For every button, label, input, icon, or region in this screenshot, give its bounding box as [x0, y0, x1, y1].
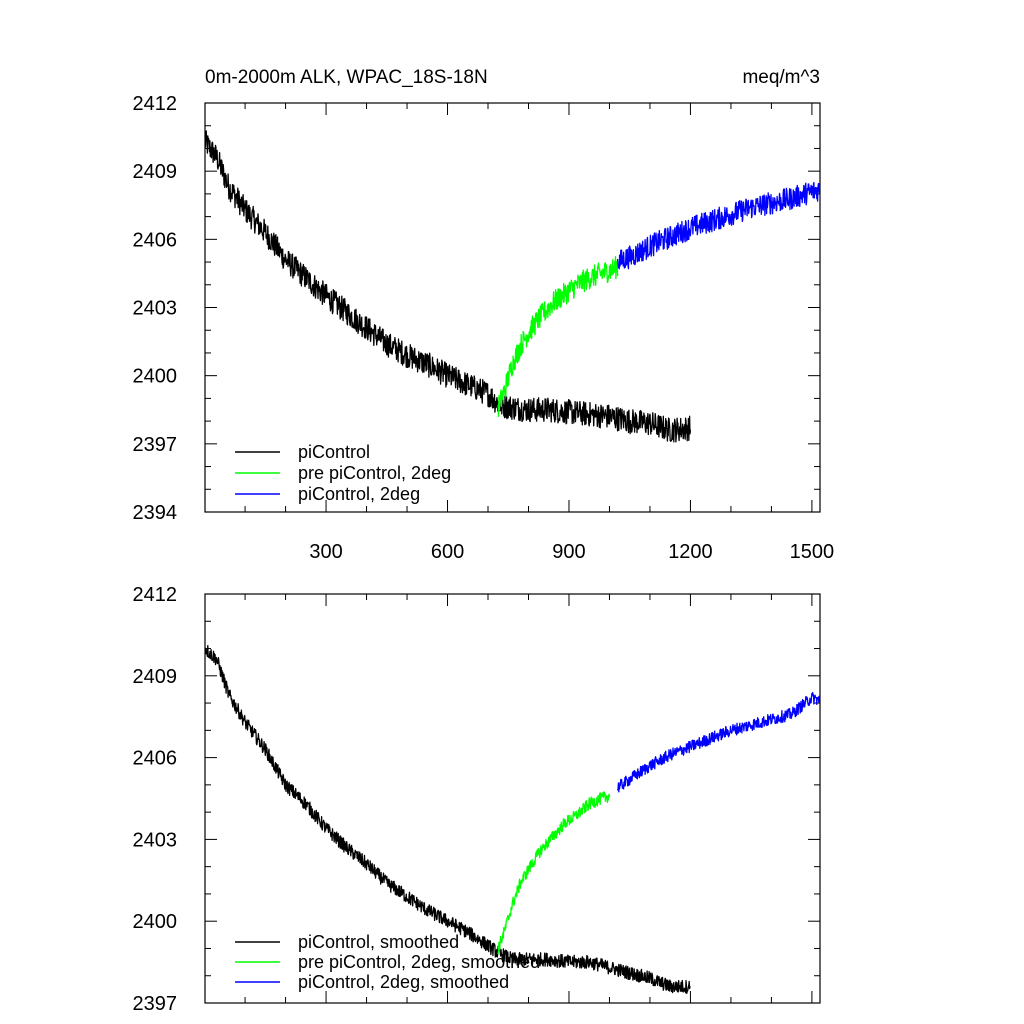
- plot-frame: [204, 593, 821, 1004]
- legend-label: piControl: [298, 442, 370, 462]
- y-tick-label: 2394: [133, 502, 178, 524]
- x-tick-label: 1500: [790, 541, 835, 563]
- x-tick-label: 600: [431, 541, 464, 563]
- y-tick-label: 2412: [133, 93, 178, 115]
- series-line-3: [616, 691, 820, 793]
- series-line-2: [497, 791, 611, 954]
- series-group: [205, 130, 820, 443]
- chart-panel-2: 2412 2409 2406 2403 2400 2397 piControl, smoot…: [133, 584, 821, 1015]
- y-tick-label: 2406: [133, 748, 178, 770]
- series-line-1: [205, 645, 691, 995]
- y-tick-label: 2412: [133, 584, 178, 606]
- legend-label: piControl, 2deg: [298, 484, 420, 504]
- x-tick-label: 300: [309, 541, 342, 563]
- series-group: [205, 645, 820, 995]
- legend-label: piControl, smoothed: [298, 932, 459, 952]
- y-tick-label: 2400: [133, 911, 178, 933]
- series-line-3: [616, 181, 820, 270]
- x-tick-label: 1200: [668, 541, 713, 563]
- y-tick-label: 2397: [133, 434, 178, 456]
- series-line-1: [205, 130, 692, 443]
- y-tick-label: 2409: [133, 161, 178, 183]
- legend-label: pre piControl, 2deg: [298, 463, 451, 483]
- y-tick-label: 2403: [133, 298, 178, 320]
- legend-label: pre piControl, 2deg, smoothed: [298, 952, 540, 972]
- chart-title: 0m-2000m ALK, WPAC_18S-18N: [205, 67, 488, 88]
- y-tick-label: 2403: [133, 829, 178, 851]
- y-tick-label: 2400: [133, 366, 178, 388]
- x-tick-label: 900: [552, 541, 585, 563]
- legend-label: piControl, 2deg, smoothed: [298, 972, 509, 992]
- y-tick-label: 2406: [133, 229, 178, 251]
- chart-panel-1: 2412 2409 2406 2403 2400 2397 2394 300 600 900 120…: [133, 67, 835, 563]
- y-tick-label: 2397: [133, 993, 178, 1015]
- series-line-2: [497, 256, 619, 417]
- chart-units: meq/m^3: [742, 67, 820, 88]
- y-tick-label: 2409: [133, 666, 178, 688]
